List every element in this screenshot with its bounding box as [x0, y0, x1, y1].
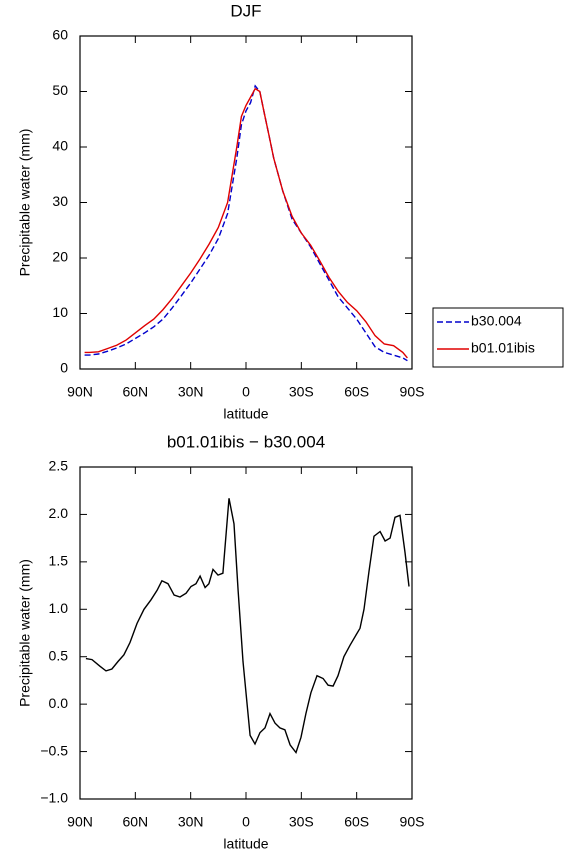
- y-tick-label: 60: [52, 27, 68, 43]
- x-tick-label: 0: [242, 814, 250, 830]
- x-tick-label: 60N: [122, 384, 148, 400]
- x-tick-label: 90S: [400, 384, 425, 400]
- x-tick-label: 60N: [122, 814, 148, 830]
- data-line: [85, 498, 410, 754]
- y-tick-label: 0.0: [49, 695, 69, 711]
- legend-label: b01.01ibis: [471, 340, 535, 356]
- y-axis-label: Precipitable water (mm): [17, 559, 33, 707]
- y-tick-label: 50: [52, 82, 68, 98]
- x-axis-label: latitude: [223, 836, 268, 852]
- y-tick-label: −0.5: [40, 742, 68, 758]
- y-tick-label: 2.0: [49, 505, 69, 521]
- legend-label: b30.004: [471, 313, 522, 329]
- plot-frame: [79, 35, 413, 370]
- y-tick-label: 2.5: [49, 458, 69, 474]
- data-line: [84, 87, 408, 359]
- x-tick-label: 30N: [178, 384, 204, 400]
- x-tick-label: 0: [242, 384, 250, 400]
- chart-title: DJF: [230, 1, 261, 20]
- data-line: [84, 84, 408, 362]
- y-tick-label: 0: [60, 360, 68, 376]
- x-tick-label: 30S: [289, 814, 314, 830]
- y-tick-label: −1.0: [40, 790, 68, 806]
- plot-frame: [79, 466, 413, 800]
- legend-box: [432, 307, 564, 368]
- y-tick-label: 20: [52, 249, 68, 265]
- y-tick-label: 10: [52, 304, 68, 320]
- y-tick-label: 1.5: [49, 553, 69, 569]
- x-axis-label: latitude: [223, 406, 268, 422]
- x-tick-label: 90N: [67, 384, 93, 400]
- x-tick-label: 60S: [344, 814, 369, 830]
- x-tick-label: 90N: [67, 814, 93, 830]
- y-tick-label: 40: [52, 138, 68, 154]
- y-axis-label: Precipitable water (mm): [17, 129, 33, 277]
- x-tick-label: 90S: [400, 814, 425, 830]
- x-tick-label: 60S: [344, 384, 369, 400]
- y-tick-label: 1.0: [49, 600, 69, 616]
- y-tick-label: 0.5: [49, 647, 69, 663]
- chart-title: b01.01ibis − b30.004: [167, 432, 325, 451]
- x-tick-label: 30S: [289, 384, 314, 400]
- y-tick-label: 30: [52, 193, 68, 209]
- x-tick-label: 30N: [178, 814, 204, 830]
